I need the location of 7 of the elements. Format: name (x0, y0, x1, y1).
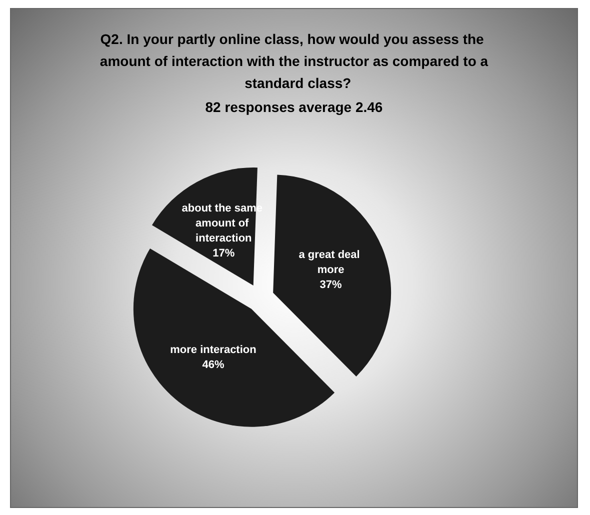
data-label: 46% (202, 359, 224, 372)
slice-label: more interaction (170, 344, 257, 356)
data-label: 37% (320, 279, 342, 292)
chart-title: Q2. In your partly online class, how would you assess the amount of interaction with the instructor as compared to a standard class? (100, 31, 488, 91)
slice-label: a great deal more (298, 249, 363, 276)
chart-subtitle: 82 responses average 2.46 (205, 99, 383, 115)
data-label: 17% (212, 248, 235, 260)
